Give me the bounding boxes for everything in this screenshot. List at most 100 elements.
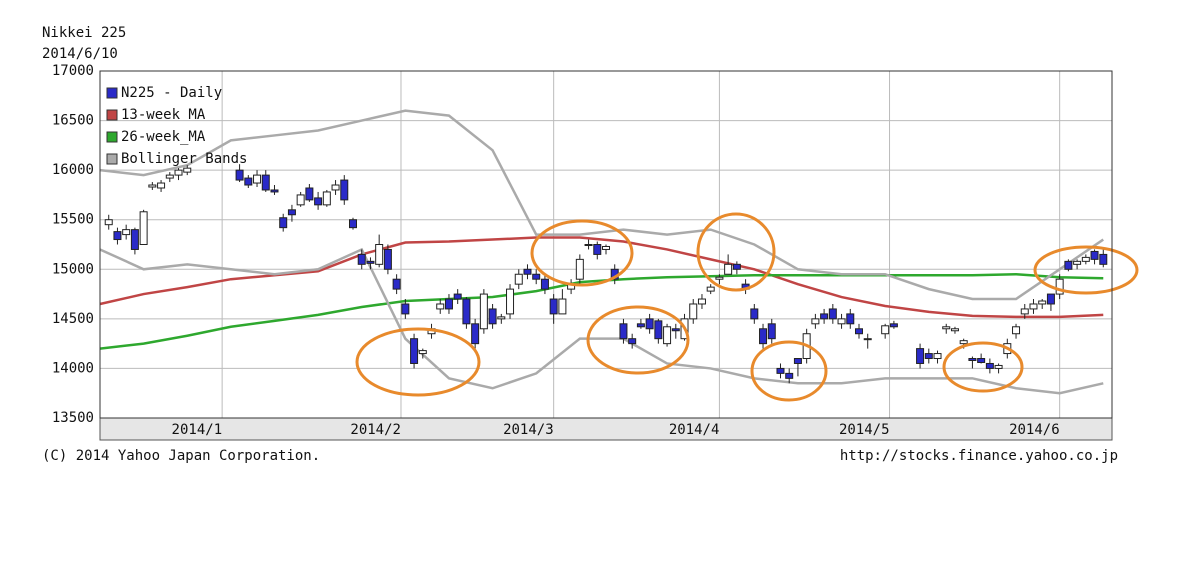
candle-body: [619, 323, 628, 340]
highlight-circle: [1033, 245, 1139, 295]
candle-body: [889, 323, 898, 328]
candle-body: [514, 273, 523, 285]
candle-body: [1099, 253, 1108, 265]
candle-body: [636, 323, 645, 328]
candle-body: [296, 194, 305, 206]
y-tick-label: 13500: [52, 410, 94, 426]
candle-body: [837, 318, 846, 325]
legend-label: 26-week_MA: [121, 129, 206, 145]
candle-body: [846, 313, 855, 325]
candle-body: [375, 244, 384, 265]
band-line: [99, 247, 1104, 395]
candle-body: [916, 348, 925, 364]
candle-body: [602, 245, 610, 250]
candle-body: [322, 191, 331, 206]
legend-label: N225 - Daily: [121, 85, 222, 101]
x-tick-label: 2014/1: [172, 422, 223, 438]
candle-body: [357, 253, 366, 265]
candle-body: [471, 323, 480, 345]
highlight-circle: [750, 340, 828, 402]
highlight-circle: [530, 219, 634, 287]
candle-body: [985, 362, 994, 369]
candle-body: [663, 326, 672, 345]
candle-body: [697, 298, 706, 305]
candle-body: [122, 229, 131, 236]
candle-body: [235, 169, 244, 181]
y-tick-label: 16000: [52, 162, 94, 178]
candle-body: [689, 303, 698, 320]
candle-body: [549, 298, 558, 315]
candle-body: [924, 353, 933, 360]
x-tick-label: 2014/5: [839, 422, 890, 438]
lines: [99, 109, 1104, 395]
candle-body: [453, 293, 462, 300]
candle-body: [174, 169, 183, 176]
candle-body: [1038, 300, 1047, 305]
chart-title: Nikkei 225: [42, 25, 126, 41]
y-tick-label: 17000: [52, 63, 94, 79]
candle-body: [776, 367, 785, 374]
candle-body: [340, 179, 349, 201]
candle-body: [1081, 256, 1090, 262]
x-tick-label: 2014/3: [503, 422, 554, 438]
candle-body: [497, 316, 506, 320]
candle-body: [977, 358, 986, 363]
ma-line: [99, 236, 1104, 319]
y-tick-label: 14500: [52, 311, 94, 327]
legend-swatch: [106, 153, 118, 165]
source-url: http://stocks.finance.yahoo.co.jp: [840, 448, 1118, 464]
highlight-circle: [355, 327, 481, 397]
chart-subtitle: 2014/6/10: [42, 46, 118, 62]
candle-body: [724, 263, 733, 275]
candle-body: [575, 258, 584, 280]
candle-body: [305, 187, 314, 201]
candle-body: [855, 328, 863, 335]
candle-body: [1046, 293, 1055, 305]
candle-body: [1055, 278, 1064, 295]
candle-body: [104, 219, 113, 226]
candle-body: [881, 325, 890, 335]
candle-body: [654, 320, 663, 340]
candle-body: [183, 167, 192, 173]
legend-swatch: [106, 87, 118, 99]
candle-body: [279, 217, 288, 229]
candle-body: [828, 308, 837, 320]
candle-body: [314, 197, 323, 206]
candles: [104, 164, 1108, 384]
candle-body: [811, 318, 820, 325]
band-line: [99, 109, 1104, 301]
candle-body: [506, 288, 515, 315]
candle-body: [732, 263, 741, 270]
candle-body: [558, 298, 567, 315]
candle-body: [628, 338, 637, 345]
candle-body: [130, 229, 139, 250]
candle-body: [444, 298, 453, 310]
y-tick-label: 14000: [52, 360, 94, 376]
highlights: [355, 212, 1139, 402]
y-tick-label: 16500: [52, 113, 94, 129]
candle-body: [793, 358, 802, 364]
candle-body: [488, 308, 497, 325]
x-tick-label: 2014/6: [1009, 422, 1060, 438]
candle-body: [366, 260, 375, 264]
candle-body: [820, 313, 829, 320]
grid: [100, 70, 1112, 419]
candle-body: [383, 248, 392, 270]
candle-body: [1020, 308, 1029, 315]
candle-body: [1064, 260, 1073, 270]
candle-body: [959, 340, 968, 345]
candle-body: [479, 293, 488, 330]
candle-body: [157, 182, 166, 189]
ma-line: [99, 272, 1104, 350]
candle-body: [706, 286, 715, 292]
candle-body: [671, 328, 680, 332]
candle-body: [532, 273, 541, 280]
highlight-circle: [696, 212, 776, 292]
candle-body: [253, 174, 262, 184]
highlight-circle: [942, 341, 1024, 393]
candle-body: [418, 350, 427, 355]
candle-body: [950, 328, 959, 332]
highlight-circle: [586, 305, 690, 375]
candle-body: [750, 308, 759, 320]
